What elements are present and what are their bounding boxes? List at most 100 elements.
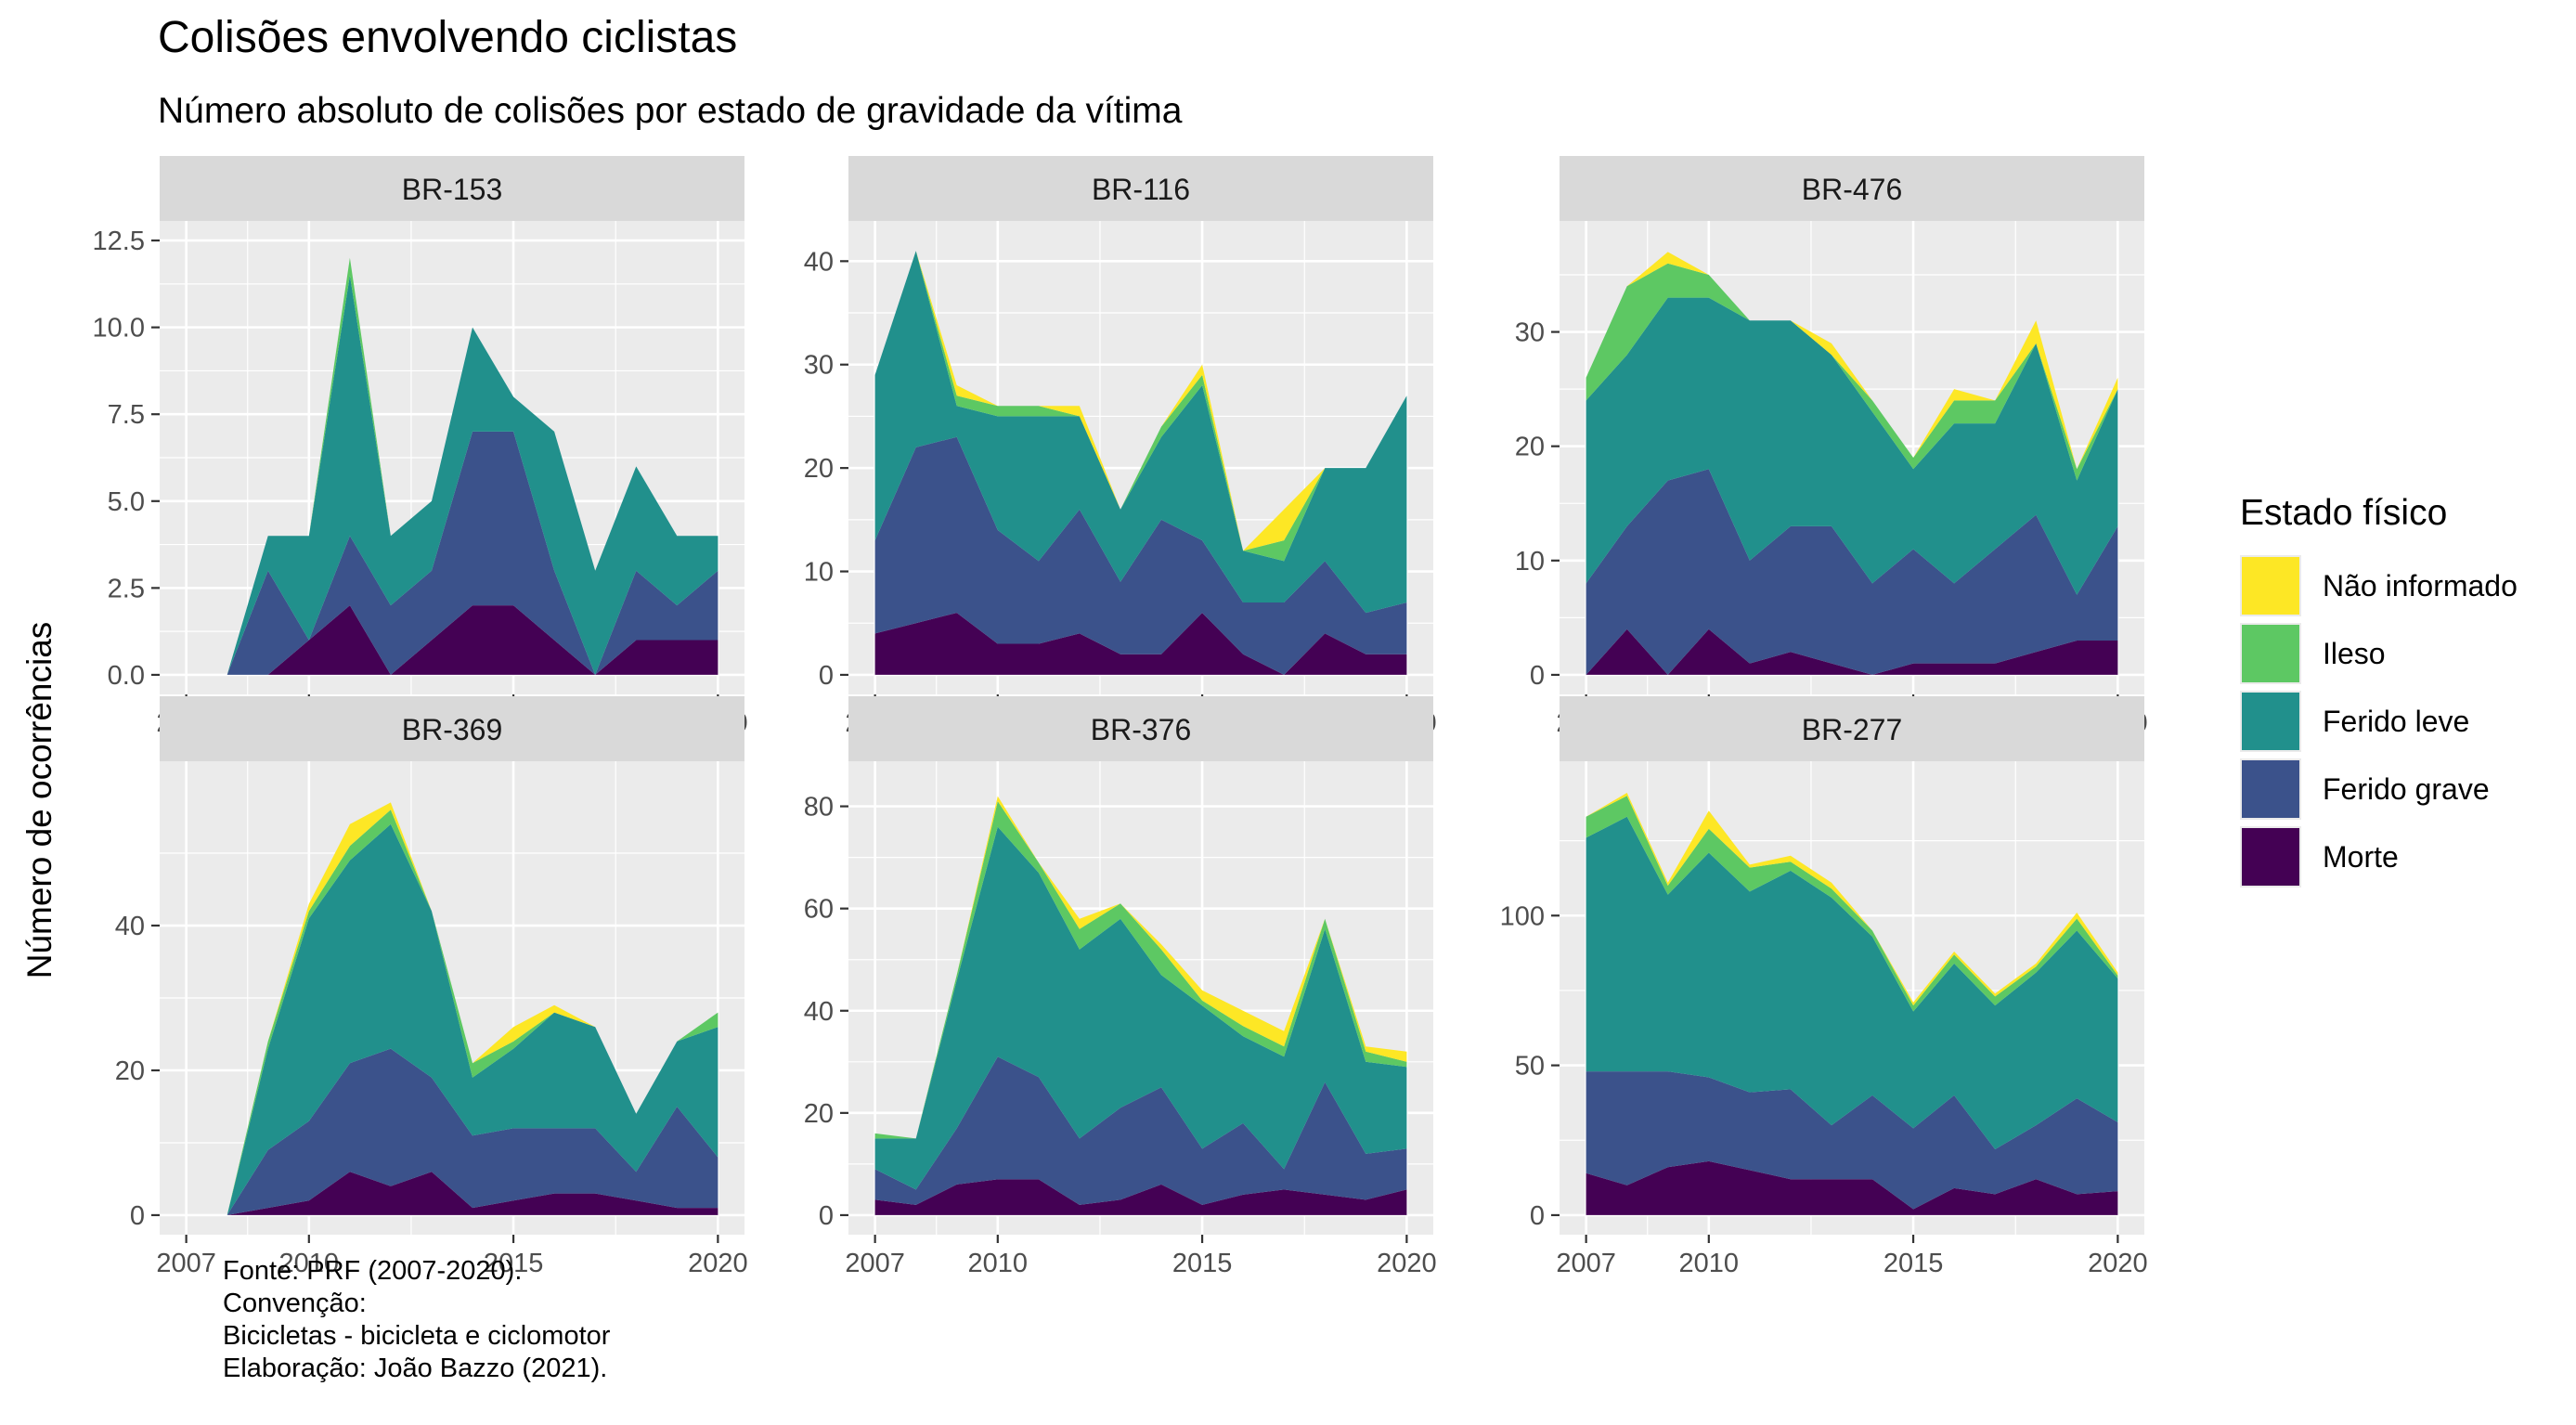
y-tick-label: 50 <box>1515 1052 1545 1082</box>
panel-strip <box>848 156 1433 221</box>
x-tick-label: 2010 <box>279 1249 340 1278</box>
y-tick-label: 100 <box>1500 901 1545 931</box>
y-tick-label: 0 <box>1530 661 1545 691</box>
area-ferido-leve <box>1586 297 2118 595</box>
area-morte <box>227 605 718 675</box>
x-tick-label: 2015 <box>484 1249 544 1278</box>
panel-br-277: BR-277 0 50 100 2007 2010 2015 2020 <box>1500 696 2148 1278</box>
panel-title: BR-376 <box>1091 713 1192 746</box>
y-tick-label: 40 <box>115 912 145 941</box>
y-tick-label: 40 <box>804 247 834 277</box>
y-tick-label: 10 <box>804 558 834 588</box>
area-ferido-grave <box>227 431 718 675</box>
panel-br-369: BR-369 0 20 40 2007 2010 2015 2020 <box>115 696 748 1278</box>
legend-label: Morte <box>2323 840 2399 874</box>
panel-title: BR-153 <box>402 173 503 206</box>
y-tick-label: 5.0 <box>108 487 145 517</box>
area-ferido-leve <box>874 826 1407 1190</box>
legend-item-ferido-grave: Ferido grave <box>2240 758 2490 820</box>
area-ferido-grave <box>227 1048 718 1215</box>
y-tick-label: 80 <box>804 793 834 823</box>
area-morte <box>874 613 1407 675</box>
chart-title: Colisões envolvendo ciclistas <box>158 13 737 62</box>
caption-bicycles: Bicicletas - bicicleta e ciclomotor <box>223 1321 611 1351</box>
area-ileso <box>874 251 1407 562</box>
legend-key-swatch <box>2242 693 2299 750</box>
x-tick-label: 2010 <box>968 1249 1029 1278</box>
area-ferido-grave <box>1586 469 2118 675</box>
x-tick-label: 2020 <box>2088 1249 2148 1278</box>
y-tick-label: 7.5 <box>108 400 145 430</box>
legend-item-ferido-leve: Ferido leve <box>2240 691 2469 752</box>
y-tick-label: 40 <box>804 997 834 1027</box>
y-tick-label: 30 <box>804 351 834 381</box>
panel-strip <box>848 696 1433 761</box>
panel-br-376: BR-376 0 20 40 60 80 2007 2010 2015 2020 <box>804 696 1437 1278</box>
y-tick-label: 20 <box>804 454 834 484</box>
panel-strip <box>1560 696 2144 761</box>
legend-label: Ferido grave <box>2323 772 2490 806</box>
y-tick-label: 0 <box>819 661 834 691</box>
area-ferido-leve <box>874 251 1407 614</box>
legend: Estado físico Não informado Ileso Ferido l… <box>2240 493 2518 887</box>
legend-label: Não informado <box>2323 569 2518 602</box>
y-tick-label: 0 <box>130 1201 145 1231</box>
panel-strip <box>160 156 744 221</box>
panel-title: BR-116 <box>1092 173 1190 206</box>
area-morte <box>874 1179 1407 1215</box>
area-ferido-grave <box>874 1056 1407 1205</box>
y-tick-label: 30 <box>1515 318 1545 348</box>
x-tick-label: 2010 <box>1679 1249 1740 1278</box>
legend-key-swatch <box>2242 625 2299 682</box>
legend-item-morte: Morte <box>2240 826 2399 887</box>
y-axis-title: Número de ocorrências <box>20 622 58 979</box>
caption-author: Elaboração: João Bazzo (2021). <box>223 1354 608 1383</box>
x-tick-label: 2020 <box>688 1249 748 1278</box>
panel-strip <box>160 696 744 761</box>
area-ferido-grave <box>1586 1071 2118 1210</box>
area-ferido-grave <box>874 436 1407 675</box>
area-morte <box>1586 628 2118 675</box>
panel-title: BR-476 <box>1802 173 1903 206</box>
y-tick-label: 0 <box>1530 1201 1545 1231</box>
area-ferido-leve <box>227 823 718 1215</box>
panel-title: BR-369 <box>402 713 503 746</box>
y-tick-label: 12.5 <box>93 227 145 256</box>
legend-key-swatch <box>2242 760 2299 818</box>
legend-label: Ileso <box>2323 637 2386 670</box>
y-tick-label: 60 <box>804 895 834 925</box>
area-ferido-leve <box>1586 816 2118 1149</box>
area-nao-informado <box>874 251 1407 551</box>
area-ileso <box>1586 263 2118 481</box>
x-tick-label: 2015 <box>1172 1249 1233 1278</box>
x-tick-label: 2007 <box>1556 1249 1616 1278</box>
y-tick-label: 0.0 <box>108 661 145 691</box>
facet-panels: BR-1530.02.55.07.510.012.520072010201520… <box>93 156 2148 1278</box>
area-ileso <box>1586 796 2118 1012</box>
y-tick-label: 0 <box>819 1201 834 1231</box>
legend-key-swatch <box>2242 557 2299 615</box>
chart-subtitle: Número absoluto de colisões por estado d… <box>158 91 1183 131</box>
legend-label: Ferido leve <box>2323 705 2469 738</box>
y-tick-label: 10.0 <box>93 314 145 343</box>
area-ferido-leve <box>227 275 718 675</box>
legend-key-swatch <box>2242 828 2299 886</box>
panel-strip <box>1560 156 2144 221</box>
legend-item-ileso: Ileso <box>2240 623 2386 684</box>
x-tick-label: 2007 <box>156 1249 216 1278</box>
panel-title: BR-277 <box>1802 713 1903 746</box>
caption: Fonte: PRF (2007-2020). Convenção: Bicic… <box>223 1255 610 1385</box>
panel-br-153: BR-1530.02.55.07.510.012.520072010201520… <box>93 156 748 738</box>
legend-item-nao-informado: Não informado <box>2240 555 2518 616</box>
panel-br-116: BR-1160102030402007201020152020 <box>804 156 1437 738</box>
panel-br-476: BR-47601020302007201020152020 <box>1515 156 2148 738</box>
y-tick-label: 10 <box>1515 547 1545 576</box>
caption-source: Fonte: PRF (2007-2020). <box>223 1256 523 1286</box>
caption-convention: Convenção: <box>223 1289 367 1318</box>
area-morte <box>1586 1160 2118 1215</box>
x-tick-label: 2007 <box>845 1249 905 1278</box>
y-tick-label: 20 <box>804 1099 834 1129</box>
x-tick-label: 2020 <box>1377 1249 1437 1278</box>
y-tick-label: 20 <box>115 1056 145 1086</box>
